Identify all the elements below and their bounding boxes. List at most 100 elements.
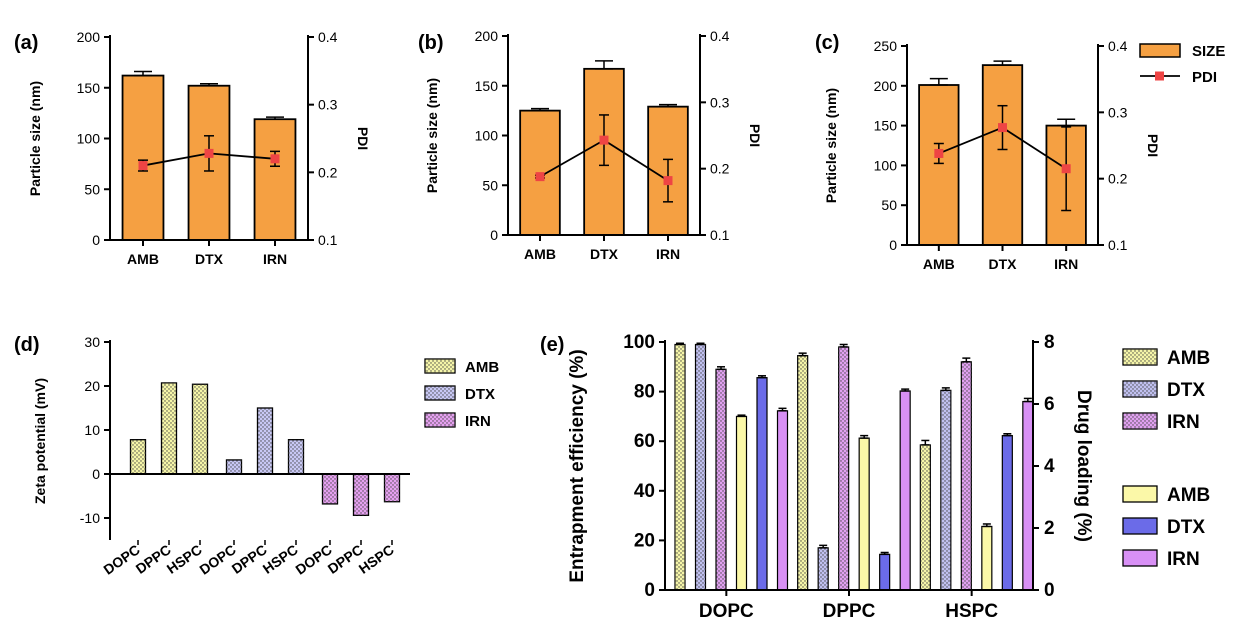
panel-c-ytick-label: 50 bbox=[881, 197, 897, 213]
panel-e-bar-loading-amb-hspc bbox=[981, 525, 993, 591]
panel-e-bar-loading-dtx-dppc bbox=[879, 553, 891, 591]
panel-e-ytick-label: 20 bbox=[634, 530, 655, 551]
panel-d-xtick-label: DOPC bbox=[292, 541, 334, 577]
panel-a-ytick-label: 0 bbox=[92, 232, 100, 248]
panel-d-label: (d) bbox=[14, 334, 40, 356]
panel-d-bar-pattern bbox=[226, 459, 242, 474]
panel-e-ylabel: Entrapment efficiency (%) bbox=[567, 349, 588, 582]
panel-e-bar-loading-irn-dopc bbox=[776, 410, 789, 591]
legend-abc-label-pdi: PDI bbox=[1192, 69, 1217, 86]
panel-d-bar-pattern bbox=[192, 384, 208, 474]
panel-d-bar-pattern bbox=[384, 474, 400, 502]
panel-b-y2tick-label: 0.4 bbox=[710, 28, 730, 44]
panel-b-ytick-label: 100 bbox=[475, 128, 499, 144]
panel-a-pdi-point-IRN bbox=[270, 154, 280, 164]
panel-d-ytick-label: 30 bbox=[84, 334, 100, 350]
panel-a-xtick-label: DTX bbox=[195, 251, 224, 267]
panel-b-pdi-point-DTX bbox=[599, 135, 609, 145]
panel-a-ytick-label: 150 bbox=[77, 80, 101, 96]
panel-d-xtick-label: HSPC bbox=[356, 541, 397, 576]
panel-d-xtick-label: DPPC bbox=[133, 541, 174, 576]
panel-b-ytick-label: 0 bbox=[490, 227, 498, 243]
panel-d-xtick-label: HSPC bbox=[260, 541, 301, 576]
panel-b-y2tick-label: 0.3 bbox=[710, 94, 730, 110]
panel-e-legend-label-loading-dtx: DTX bbox=[1167, 517, 1205, 538]
panel-a-ytick-label: 100 bbox=[77, 131, 101, 147]
panel-c-pdi-point-DTX bbox=[998, 123, 1007, 133]
panel-c-ylabel-right: PDI bbox=[1145, 134, 1161, 157]
panel-a-y2tick-label: 0.4 bbox=[318, 29, 338, 45]
panel-d-xtick-label: DPPC bbox=[229, 541, 270, 576]
panel-a-y2tick-label: 0.2 bbox=[318, 164, 338, 180]
panel-d-legend-swatch-pattern bbox=[425, 413, 455, 427]
panel-e-bar-pattern bbox=[961, 361, 972, 590]
panel-c-ylabel: Particle size (nm) bbox=[823, 88, 839, 203]
legend-abc-swatch-pdi-point bbox=[1155, 71, 1164, 81]
panel-e-ytick-label: 0 bbox=[644, 580, 655, 601]
panel-e-label: (e) bbox=[540, 334, 564, 356]
panel-e-xtick-label: HSPC bbox=[945, 601, 998, 622]
panel-c-ytick-label: 0 bbox=[889, 237, 897, 253]
panel-e-legend-label-loading-amb: AMB bbox=[1167, 485, 1210, 506]
panel-e-bar-loading-dtx-dopc bbox=[756, 377, 768, 591]
panel-d-xtick-label: HSPC bbox=[164, 541, 205, 576]
panel-b-ylabel-right: PDI bbox=[747, 124, 763, 147]
panel-e-bar-loading-dtx-hspc bbox=[1001, 435, 1013, 591]
panel-d-legend-label-dtx: DTX bbox=[465, 386, 495, 403]
panel-e-legend-label-entrapment-irn: IRN bbox=[1167, 412, 1200, 433]
panel-d-bar-pattern bbox=[130, 439, 146, 474]
panel-e-legend-swatch-loading-amb bbox=[1122, 485, 1158, 503]
panel-d-ytick-label: 10 bbox=[84, 422, 100, 438]
panel-d-ytick-label: 20 bbox=[84, 378, 100, 394]
panel-a-bar-IRN bbox=[253, 118, 297, 241]
panel-a-y2tick-label: 0.3 bbox=[318, 97, 338, 113]
panel-d-legend-label-irn: IRN bbox=[465, 413, 491, 430]
panel-d-bar-pattern bbox=[288, 439, 304, 474]
panel-e-ytick-label: 100 bbox=[623, 332, 655, 353]
panel-e-bar-pattern bbox=[818, 547, 829, 590]
panel-c-ytick-label: 150 bbox=[874, 118, 898, 134]
panel-c-y2tick-label: 0.4 bbox=[1108, 38, 1128, 54]
panel-e-bar-pattern bbox=[940, 390, 951, 590]
panel-c-ytick-label: 200 bbox=[874, 78, 898, 94]
panel-c-xtick-label: AMB bbox=[923, 256, 955, 272]
panel-c-bar-AMB bbox=[918, 84, 960, 246]
panel-d-xtick-label: DOPC bbox=[100, 541, 142, 577]
panel-a-pdi-point-DTX bbox=[204, 148, 214, 158]
panel-a-label: (a) bbox=[14, 32, 38, 54]
panel-e-y2tick-label: 0 bbox=[1044, 580, 1055, 601]
panel-d-legend-swatch-pattern bbox=[425, 359, 455, 373]
panel-c-pdi-point-IRN bbox=[1061, 164, 1071, 174]
panel-e-bar-pattern bbox=[920, 444, 931, 590]
panel-a-ytick-label: 200 bbox=[77, 29, 101, 45]
panel-e-legend-swatch-pattern bbox=[1123, 349, 1157, 365]
panel-e-legend-label-loading-irn: IRN bbox=[1167, 549, 1200, 570]
panel-e-ytick-label: 60 bbox=[634, 431, 655, 452]
panel-b-label: (b) bbox=[418, 32, 444, 54]
panel-e-bar-pattern bbox=[838, 346, 849, 590]
panel-c-y2tick-label: 0.2 bbox=[1108, 171, 1128, 187]
panel-b-y2tick-label: 0.1 bbox=[710, 227, 730, 243]
panel-e-legend-swatch-loading-dtx bbox=[1122, 517, 1158, 535]
panel-c-y2tick-label: 0.3 bbox=[1108, 104, 1128, 120]
panel-d-xtick-label: DOPC bbox=[196, 541, 238, 577]
panel-b-ytick-label: 50 bbox=[482, 177, 498, 193]
panel-d-bar-pattern bbox=[322, 474, 338, 504]
panel-e-legend-swatch-loading-irn bbox=[1122, 549, 1158, 567]
panel-e-y2tick-label: 6 bbox=[1044, 394, 1055, 415]
panel-e-y2tick-label: 8 bbox=[1044, 332, 1055, 353]
panel-a-pdi-point-AMB bbox=[138, 161, 148, 171]
panel-e-bar-loading-amb-dopc bbox=[735, 415, 748, 591]
panel-e-xtick-label: DPPC bbox=[823, 601, 876, 622]
panel-a-ylabel: Particle size (nm) bbox=[27, 81, 43, 196]
panel-c-bar-DTX bbox=[981, 64, 1024, 246]
panel-d-ytick-label: 0 bbox=[92, 466, 100, 482]
panel-e-xtick-label: DOPC bbox=[699, 601, 754, 622]
panel-b-pdi-point-IRN bbox=[663, 176, 673, 186]
panel-c-label: (c) bbox=[815, 32, 839, 54]
panel-c-xtick-label: DTX bbox=[989, 256, 1018, 272]
panel-d-ylabel: Zeta potential (mV) bbox=[32, 378, 48, 504]
panel-b-ytick-label: 150 bbox=[475, 78, 499, 94]
panel-e-ytick-label: 40 bbox=[634, 481, 655, 502]
